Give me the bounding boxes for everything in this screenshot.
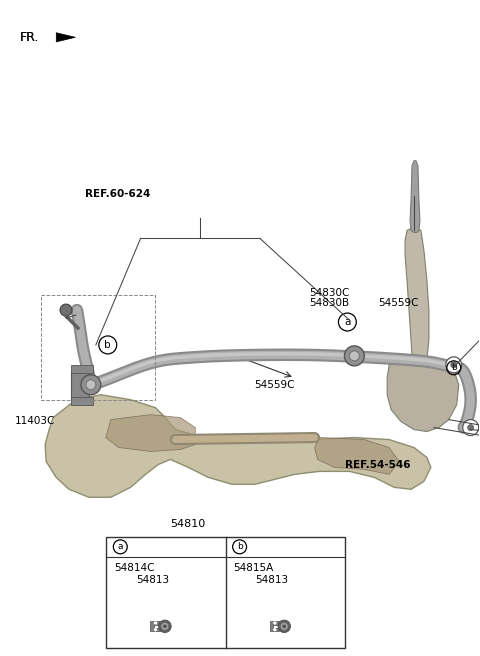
Polygon shape [106,415,195,451]
Bar [154,621,160,625]
Text: 54810: 54810 [170,519,205,529]
Bar [273,621,279,625]
Circle shape [161,623,169,630]
Circle shape [451,362,457,368]
Text: FR.: FR. [20,31,39,44]
Circle shape [60,304,72,316]
Bar [270,621,273,631]
Text: b: b [237,543,242,551]
Circle shape [274,628,276,630]
Text: a: a [344,317,350,327]
Polygon shape [45,395,431,497]
Circle shape [280,623,288,630]
Polygon shape [314,438,399,474]
Circle shape [164,625,167,628]
Text: 54559C: 54559C [378,298,419,308]
Polygon shape [387,360,459,432]
Circle shape [283,625,286,628]
Circle shape [81,375,101,395]
Text: 54814C: 54814C [114,563,155,573]
Bar [107,537,345,648]
Circle shape [274,622,276,624]
Text: REF.60-624: REF.60-624 [85,189,150,199]
Circle shape [278,620,290,632]
Bar [160,625,165,627]
Bar [71,397,93,405]
Circle shape [446,357,462,373]
Text: a: a [118,543,123,551]
Text: 54830C: 54830C [309,289,349,298]
Circle shape [349,351,360,361]
Bar [71,365,93,373]
Circle shape [344,346,364,366]
Circle shape [468,424,474,430]
Circle shape [463,420,479,436]
Text: 54815A: 54815A [234,563,274,573]
Text: 54830B: 54830B [309,298,349,308]
Text: 11403C: 11403C [15,417,55,426]
Polygon shape [56,33,75,42]
Bar [154,628,160,631]
Text: 54559C: 54559C [254,380,295,390]
Text: 54813: 54813 [136,575,169,584]
Text: REF.54-546: REF.54-546 [345,460,410,470]
Circle shape [159,620,171,632]
Bar [150,621,154,631]
Bar [41,295,156,400]
Polygon shape [410,161,420,232]
Bar [71,371,89,399]
Text: FR.: FR. [20,31,39,44]
Text: b: b [105,340,111,350]
Circle shape [155,622,156,624]
Bar [279,625,284,627]
Text: b: b [451,363,456,373]
Circle shape [155,628,156,630]
Circle shape [86,380,96,390]
Bar [273,628,279,631]
Polygon shape [405,228,429,370]
Text: 54813: 54813 [255,575,288,584]
